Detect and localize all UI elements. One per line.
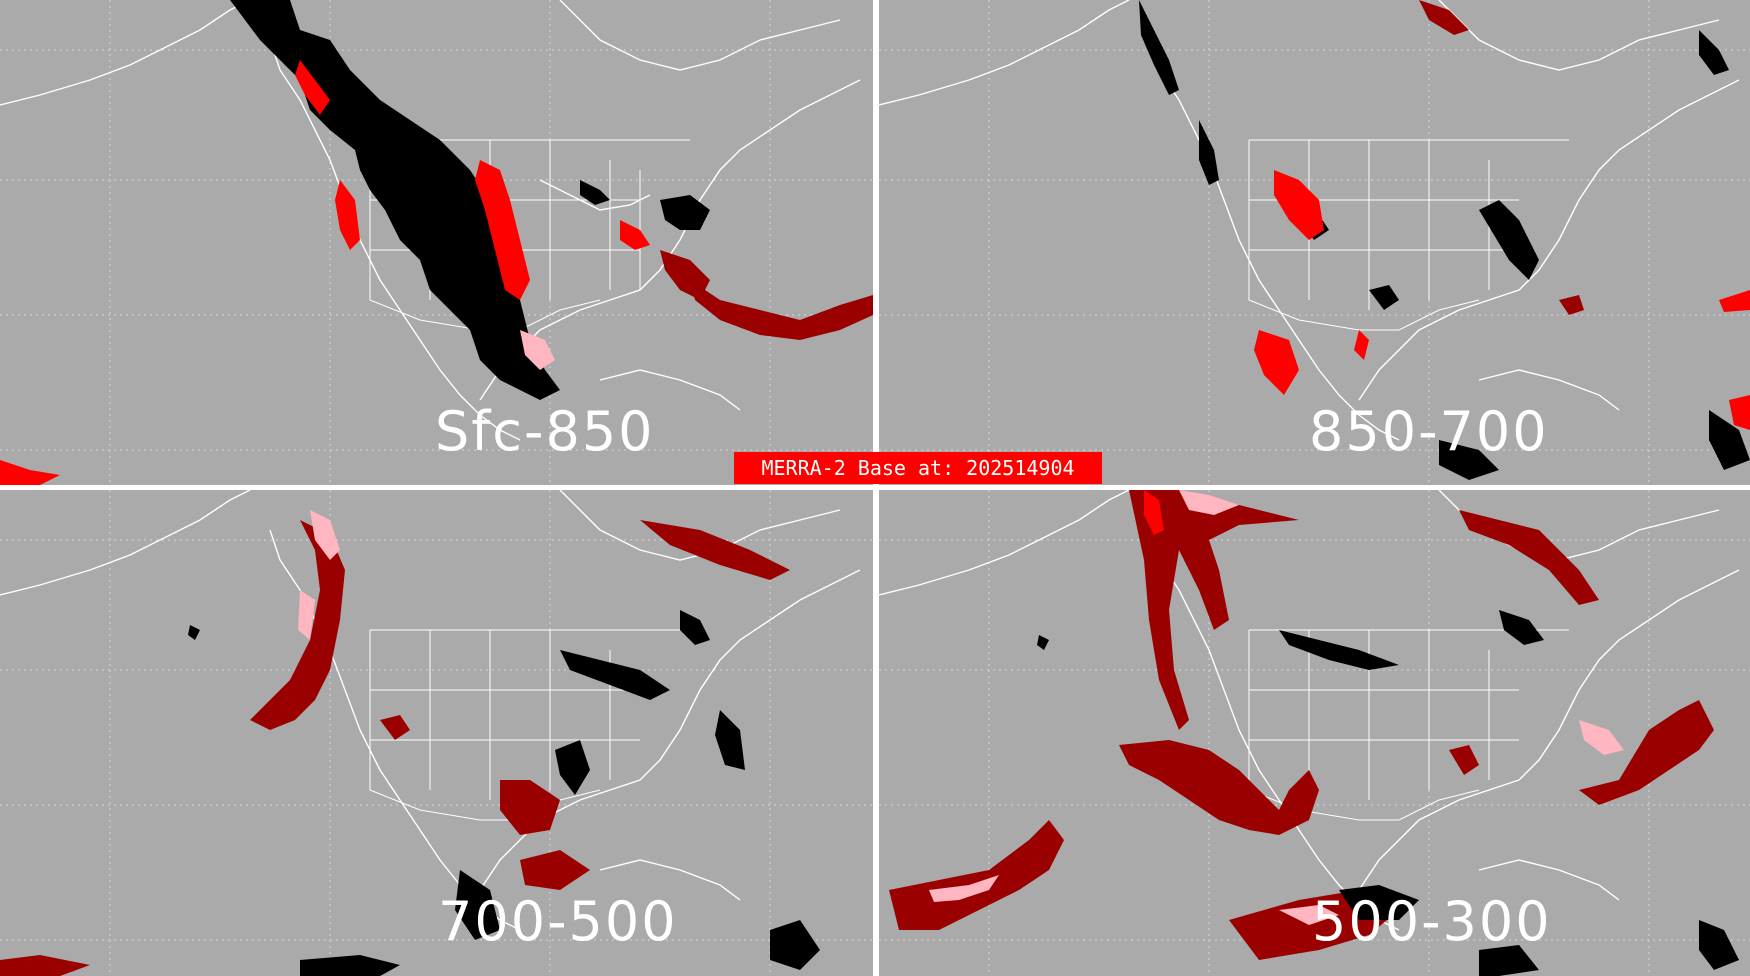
field-class-black [188,610,820,976]
field-class-darkred [1419,0,1584,315]
layer-label-sfc-850: Sfc-850 [435,400,655,463]
field-class-darkred [660,250,873,340]
map-panel-500-300: 500-300 [879,490,1750,976]
map-panel-700-500: 700-500 [0,490,873,976]
field-class-darkred [889,490,1714,960]
layer-label-700-500: 700-500 [438,890,678,953]
map-panel-850-700: 850-700 [879,0,1750,485]
political-borders [369,629,690,821]
layer-label-850-700: 850-700 [1309,400,1549,463]
lat-lon-grid [879,0,1750,485]
coastlines [879,0,1740,441]
map-panel-sfc-850: Sfc-850 [0,0,873,485]
field-class-red [0,60,650,485]
field-class-red [1144,490,1164,535]
lat-lon-grid [879,490,1750,976]
field-class-pink [929,490,1624,925]
field-class-pink [298,510,340,640]
map-canvas-700-500 [0,490,873,976]
map-canvas-850-700 [879,0,1750,485]
field-class-pink [520,330,555,370]
field-class-red [1254,170,1750,430]
layer-label-500-300: 500-300 [1312,890,1552,953]
field-class-black [1139,0,1750,480]
field-class-black [1037,610,1739,976]
base-time-banner: MERRA-2 Base at: 202514904 [734,452,1102,484]
map-canvas-sfc-850 [0,0,873,485]
lat-lon-grid [0,490,873,976]
field-class-darkred [0,520,790,976]
map-canvas-500-300 [879,490,1750,976]
